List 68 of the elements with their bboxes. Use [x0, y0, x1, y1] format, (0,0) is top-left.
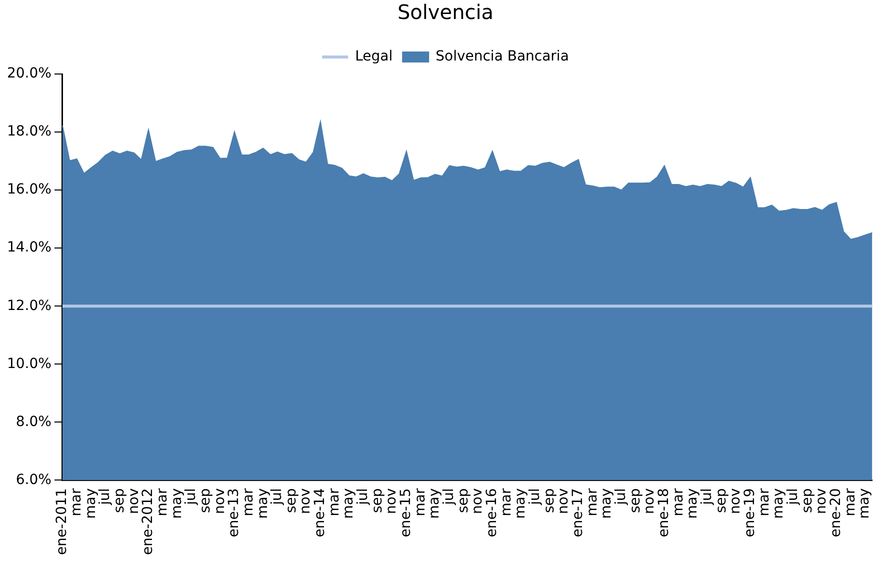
- x-tick-label: nov: [126, 488, 142, 514]
- x-tick-label: jul: [699, 488, 716, 506]
- x-tick-label: nov: [384, 488, 400, 514]
- x-tick-label: ene-13: [226, 488, 242, 538]
- x-tick-label: may: [340, 488, 357, 519]
- x-tick-label: may: [684, 488, 701, 519]
- x-tick-label: may: [254, 488, 271, 519]
- x-tick-label: jul: [527, 488, 544, 506]
- x-tick-label: mar: [756, 488, 772, 516]
- x-tick-label: jul: [785, 488, 802, 506]
- x-tick-label: may: [168, 488, 185, 519]
- x-tick-label: nov: [728, 488, 744, 514]
- x-tick-label: may: [598, 488, 615, 519]
- x-tick-label: may: [770, 488, 787, 519]
- x-tick-label: may: [426, 488, 443, 519]
- y-tick-label: 18.0%: [6, 124, 52, 140]
- x-tick-label: may: [856, 488, 873, 519]
- x-tick-label: ene-18: [656, 488, 672, 538]
- x-tick-label: sep: [455, 488, 472, 514]
- y-tick-label: 8.0%: [16, 414, 52, 430]
- x-tick-label: jul: [269, 488, 286, 506]
- x-tick-label: sep: [541, 488, 558, 514]
- x-tick-label: ene-2012: [140, 488, 156, 555]
- x-tick-label: mar: [670, 488, 686, 516]
- x-tick-label: sep: [197, 488, 214, 514]
- y-tick-label: 12.0%: [6, 298, 52, 314]
- legend-label: Legal: [355, 48, 393, 65]
- x-tick-label: may: [82, 488, 99, 519]
- x-tick-label: ene-19: [742, 488, 758, 538]
- x-tick-label: jul: [441, 488, 458, 506]
- x-tick-label: jul: [97, 488, 114, 506]
- x-tick-label: ene-15: [398, 488, 414, 538]
- x-tick-label: mar: [68, 488, 84, 516]
- y-tick-label: 10.0%: [6, 356, 52, 372]
- x-tick-label: nov: [298, 488, 314, 514]
- y-tick-label: 14.0%: [6, 240, 52, 256]
- x-tick-label: nov: [470, 488, 486, 514]
- x-tick-label: nov: [556, 488, 572, 514]
- x-tick-label: sep: [111, 488, 128, 514]
- x-tick-label: nov: [814, 488, 830, 514]
- x-tick-label: mar: [842, 488, 858, 516]
- x-tick-label: sep: [713, 488, 730, 514]
- x-tick-label: ene-17: [570, 488, 586, 538]
- x-tick-label: sep: [283, 488, 300, 514]
- x-tick-label: ene-2011: [54, 488, 70, 555]
- x-tick-label: sep: [799, 488, 816, 514]
- x-tick-label: jul: [355, 488, 372, 506]
- x-tick-label: mar: [154, 488, 170, 516]
- x-tick-label: ene-20: [828, 488, 844, 538]
- x-tick-label: jul: [613, 488, 630, 506]
- chart-title: Solvencia: [397, 0, 494, 24]
- x-tick-label: mar: [240, 488, 256, 516]
- x-tick-label: mar: [584, 488, 600, 516]
- x-tick-label: ene-16: [484, 488, 500, 538]
- y-tick-label: 20.0%: [6, 66, 52, 82]
- x-tick-label: sep: [369, 488, 386, 514]
- x-tick-label: mar: [412, 488, 428, 516]
- x-tick-label: nov: [642, 488, 658, 514]
- y-tick-label: 6.0%: [16, 472, 52, 488]
- y-tick-label: 16.0%: [6, 182, 52, 198]
- x-tick-label: nov: [212, 488, 228, 514]
- x-tick-label: ene-14: [312, 488, 328, 538]
- x-tick-label: jul: [183, 488, 200, 506]
- x-tick-label: sep: [627, 488, 644, 514]
- x-tick-label: mar: [498, 488, 514, 516]
- x-tick-label: mar: [326, 488, 342, 516]
- x-tick-label: may: [512, 488, 529, 519]
- legend-label: Solvencia Bancaria: [436, 48, 569, 65]
